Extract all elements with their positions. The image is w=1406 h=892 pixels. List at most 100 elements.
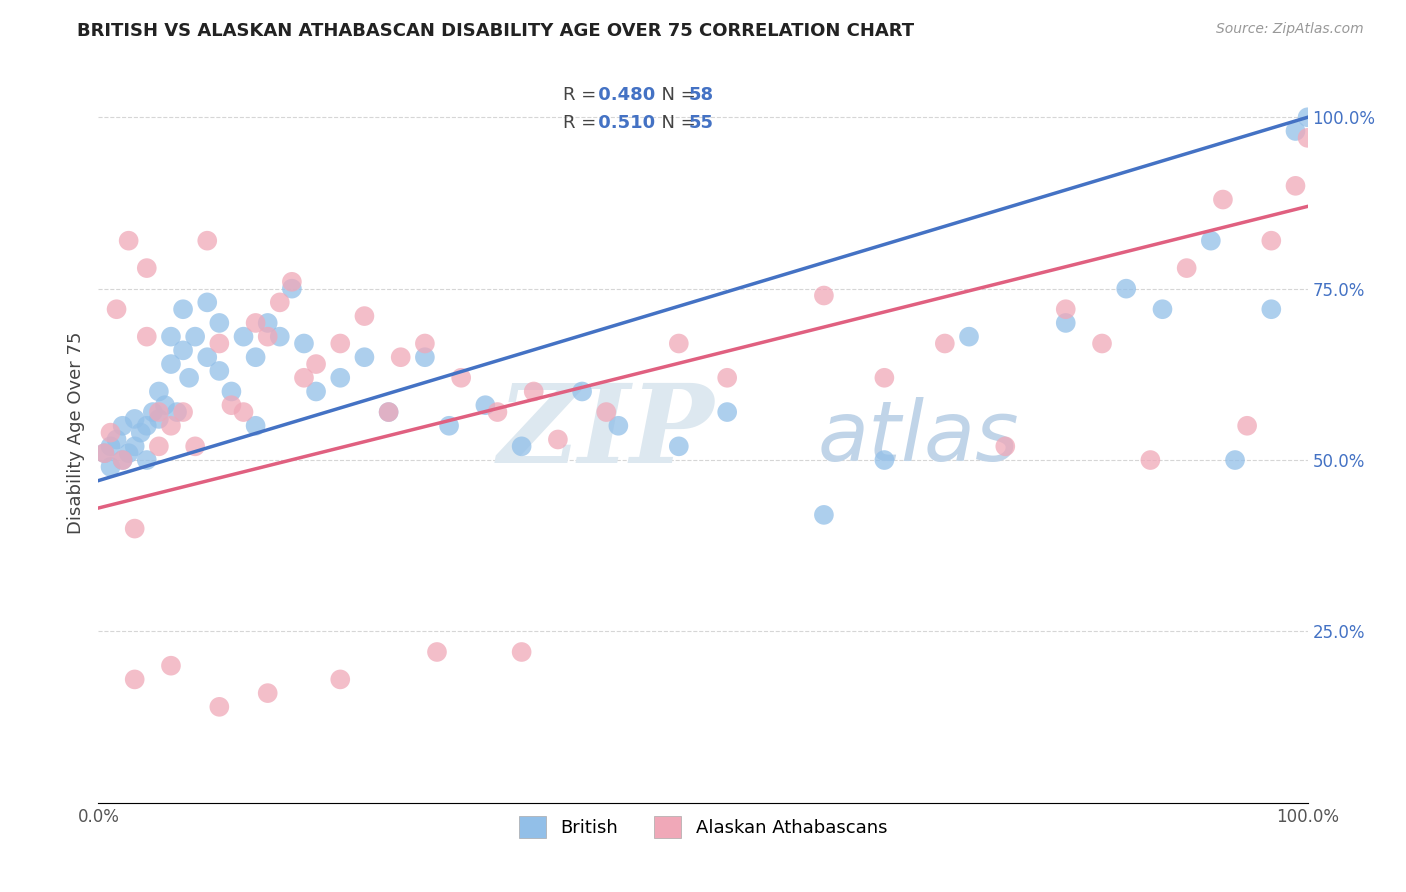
Point	[716, 371, 738, 385]
Point	[1091, 336, 1114, 351]
Point	[1054, 316, 1077, 330]
Text: 55: 55	[689, 114, 713, 132]
Point	[111, 453, 134, 467]
Point	[1260, 234, 1282, 248]
Point	[413, 350, 436, 364]
Text: 58: 58	[689, 87, 714, 104]
Point	[1236, 418, 1258, 433]
Point	[118, 234, 141, 248]
Point	[124, 673, 146, 687]
Text: atlas: atlas	[818, 397, 1019, 478]
Point	[510, 645, 533, 659]
Point	[1152, 302, 1174, 317]
Text: N =: N =	[650, 87, 702, 104]
Point	[389, 350, 412, 364]
Point	[160, 418, 183, 433]
Point	[111, 453, 134, 467]
Point	[353, 309, 375, 323]
Point	[437, 418, 460, 433]
Point	[135, 418, 157, 433]
Point	[353, 350, 375, 364]
Point	[208, 316, 231, 330]
Point	[172, 405, 194, 419]
Point	[571, 384, 593, 399]
Point	[172, 343, 194, 358]
Point	[124, 412, 146, 426]
Point	[148, 384, 170, 399]
Point	[329, 336, 352, 351]
Point	[994, 439, 1017, 453]
Point	[124, 439, 146, 453]
Point	[813, 288, 835, 302]
Point	[547, 433, 569, 447]
Point	[668, 336, 690, 351]
Point	[208, 364, 231, 378]
Point	[1139, 453, 1161, 467]
Point	[1284, 124, 1306, 138]
Point	[1284, 178, 1306, 193]
Point	[450, 371, 472, 385]
Point	[329, 371, 352, 385]
Point	[377, 405, 399, 419]
Point	[957, 329, 980, 343]
Point	[1212, 193, 1234, 207]
Point	[111, 418, 134, 433]
Point	[118, 446, 141, 460]
Point	[184, 439, 207, 453]
Point	[474, 398, 496, 412]
Point	[195, 295, 218, 310]
Point	[148, 412, 170, 426]
Point	[166, 405, 188, 419]
Text: ZIP: ZIP	[498, 379, 714, 486]
Point	[523, 384, 546, 399]
Point	[426, 645, 449, 659]
Point	[269, 295, 291, 310]
Text: R =: R =	[562, 114, 602, 132]
Point	[105, 433, 128, 447]
Text: BRITISH VS ALASKAN ATHABASCAN DISABILITY AGE OVER 75 CORRELATION CHART: BRITISH VS ALASKAN ATHABASCAN DISABILITY…	[77, 22, 914, 40]
Point	[377, 405, 399, 419]
Point	[607, 418, 630, 433]
Point	[413, 336, 436, 351]
Point	[172, 302, 194, 317]
Point	[1115, 282, 1137, 296]
Point	[1199, 234, 1222, 248]
Point	[208, 699, 231, 714]
Point	[100, 459, 122, 474]
Point	[329, 673, 352, 687]
Point	[245, 418, 267, 433]
Text: N =: N =	[650, 114, 702, 132]
Point	[716, 405, 738, 419]
Point	[510, 439, 533, 453]
Point	[873, 453, 896, 467]
Point	[1260, 302, 1282, 317]
Point	[93, 446, 115, 460]
Point	[100, 439, 122, 453]
Point	[595, 405, 617, 419]
Point	[245, 316, 267, 330]
Point	[256, 686, 278, 700]
Point	[281, 275, 304, 289]
Point	[934, 336, 956, 351]
Point	[93, 446, 115, 460]
Point	[813, 508, 835, 522]
Point	[148, 405, 170, 419]
Point	[1223, 453, 1246, 467]
Point	[1054, 302, 1077, 317]
Point	[1296, 110, 1319, 124]
Point	[100, 425, 122, 440]
Point	[129, 425, 152, 440]
Point	[179, 371, 201, 385]
Point	[142, 405, 165, 419]
Text: R =: R =	[562, 87, 602, 104]
Point	[153, 398, 176, 412]
Point	[232, 405, 254, 419]
Point	[305, 357, 328, 371]
Point	[256, 316, 278, 330]
Point	[668, 439, 690, 453]
Point	[281, 282, 304, 296]
Point	[195, 350, 218, 364]
Point	[1296, 131, 1319, 145]
Text: 0.510: 0.510	[592, 114, 655, 132]
Point	[486, 405, 509, 419]
